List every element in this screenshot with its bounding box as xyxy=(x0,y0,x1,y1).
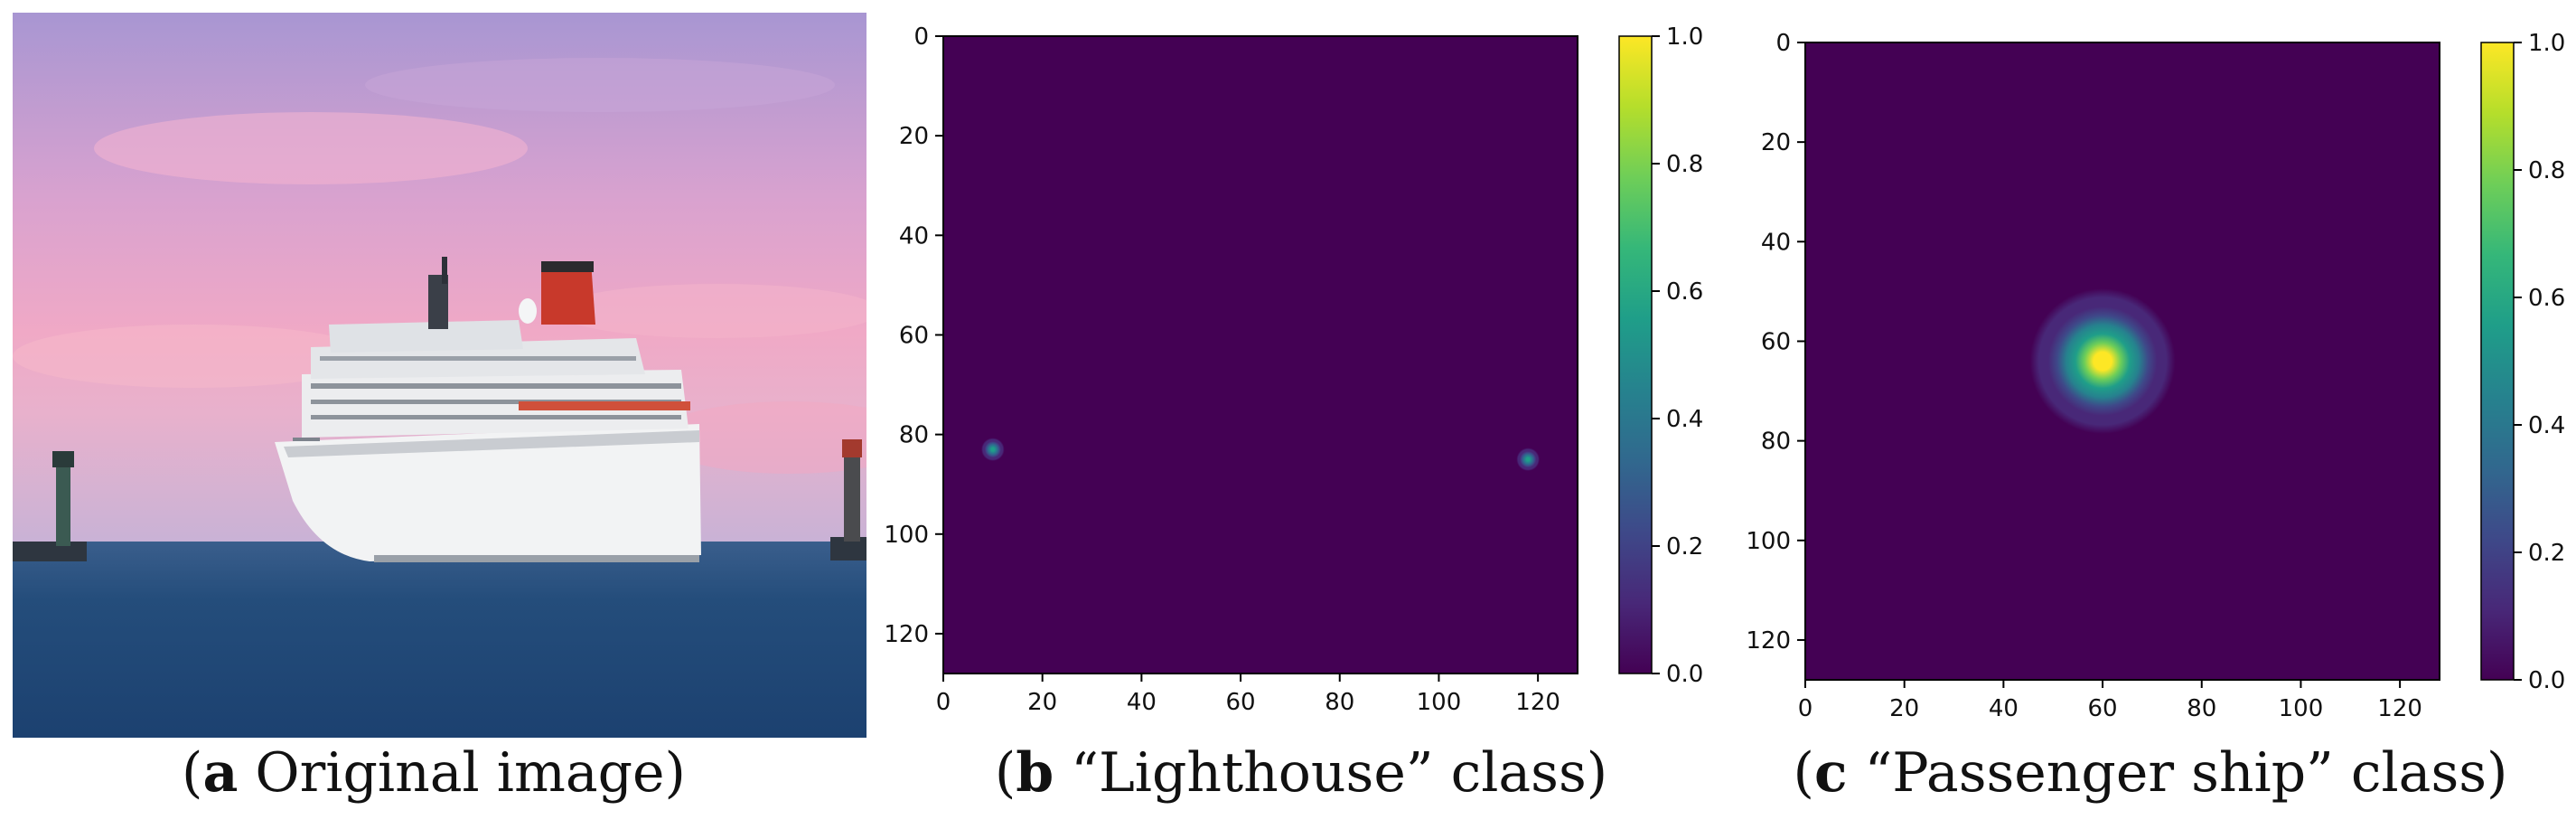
colorbar-tick-label: 0.0 xyxy=(1666,661,1703,688)
y-tick-label: 0 xyxy=(1775,30,1791,57)
colorbar-tick-label: 0.0 xyxy=(2528,667,2565,694)
y-tick-label: 60 xyxy=(1761,328,1791,355)
colorbar-tick-label: 0.2 xyxy=(2528,540,2565,567)
y-tick-label: 100 xyxy=(1746,528,1791,555)
y-tick-label: 40 xyxy=(1761,229,1791,256)
x-tick-label: 80 xyxy=(1325,689,1354,716)
y-tick-label: 100 xyxy=(884,522,929,549)
y-tick-label: 80 xyxy=(1761,429,1791,456)
plot-frame xyxy=(1804,42,2440,681)
colorbar-tick-label: 1.0 xyxy=(2528,30,2565,57)
plot-frame xyxy=(942,35,1578,674)
ship-photo xyxy=(13,13,866,738)
y-tick-label: 80 xyxy=(899,422,929,449)
colorbar-tick-label: 0.6 xyxy=(2528,285,2565,312)
y-tick-label: 0 xyxy=(913,24,929,51)
heatmap-area xyxy=(943,36,1578,674)
x-tick-label: 60 xyxy=(2088,695,2118,722)
x-tick-label: 120 xyxy=(1515,689,1560,716)
x-tick-label: 0 xyxy=(1798,695,1813,722)
colorbar-tick-label: 0.8 xyxy=(2528,157,2565,184)
caption-c: (c “Passenger ship” class) xyxy=(1793,741,2508,805)
x-tick-label: 20 xyxy=(1027,689,1057,716)
heatmap-peak xyxy=(1513,444,1543,475)
heatmap-peak xyxy=(2020,279,2185,443)
colorbar-tick-label: 0.2 xyxy=(1666,533,1703,561)
colorbar-tick-label: 0.8 xyxy=(1666,151,1703,178)
x-tick-label: 100 xyxy=(2279,695,2324,722)
x-tick-label: 20 xyxy=(1889,695,1919,722)
colorbar-tick-label: 1.0 xyxy=(1666,24,1703,51)
y-tick-label: 60 xyxy=(899,322,929,349)
x-tick-label: 40 xyxy=(1989,695,2019,722)
y-tick-label: 40 xyxy=(899,222,929,250)
lighthouse-heatmap: 0 20 40 60 80 100 120 0 20 40 60 80 100 120 0.0 0.2 0.4 0… xyxy=(884,24,1703,716)
x-tick-label: 60 xyxy=(1226,689,1256,716)
x-tick-label: 40 xyxy=(1127,689,1157,716)
colorbar xyxy=(1618,35,1653,674)
x-tick-label: 120 xyxy=(2377,695,2422,722)
colorbar-tick-label: 0.4 xyxy=(1666,406,1703,433)
caption-a: (a Original image) xyxy=(182,741,686,805)
x-tick-label: 80 xyxy=(2187,695,2216,722)
passenger-ship-heatmap: 0 20 40 60 80 100 120 0 20 40 60 80 100 120 0.0 0.2 0.4 0… xyxy=(1746,30,2565,722)
colorbar xyxy=(2480,42,2515,681)
heatmap-peak xyxy=(978,434,1008,465)
y-tick-label: 20 xyxy=(1761,129,1791,156)
caption-b: (b “Lighthouse” class) xyxy=(994,741,1608,805)
y-tick-label: 20 xyxy=(899,123,929,150)
x-tick-label: 0 xyxy=(936,689,951,716)
colorbar-tick-label: 0.6 xyxy=(1666,278,1703,306)
y-tick-label: 120 xyxy=(1746,627,1791,655)
x-tick-label: 100 xyxy=(1417,689,1462,716)
y-tick-label: 120 xyxy=(884,621,929,648)
colorbar-tick-label: 0.4 xyxy=(2528,412,2565,439)
